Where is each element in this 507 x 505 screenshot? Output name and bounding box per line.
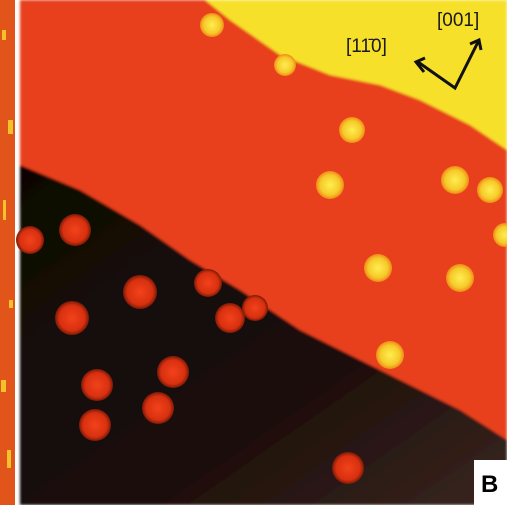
page: {"image": {"direction_labels": ["[001]",… — [0, 0, 507, 505]
direction-label: [001] — [437, 10, 479, 31]
panel-label: B — [481, 471, 498, 498]
direction-label: [11̄0] — [346, 36, 387, 57]
divider — [15, 0, 20, 505]
stm-image: [001] [11̄0] B — [0, 0, 507, 505]
left-strip — [0, 0, 15, 505]
